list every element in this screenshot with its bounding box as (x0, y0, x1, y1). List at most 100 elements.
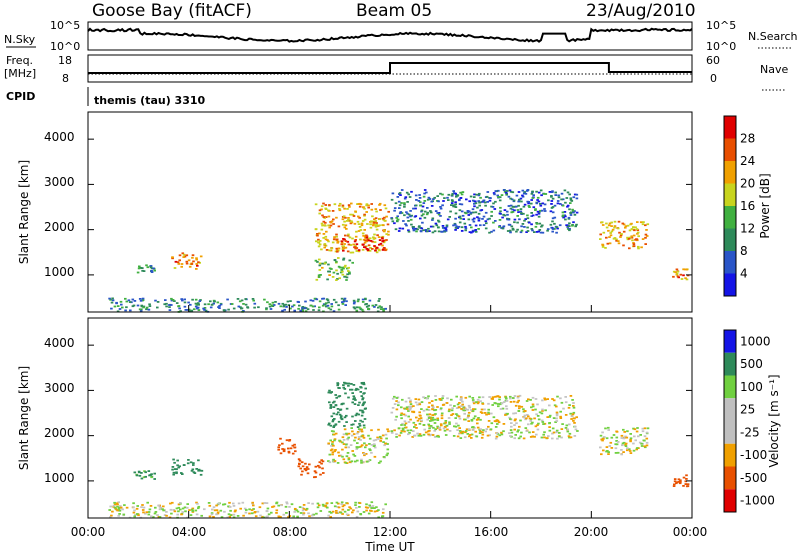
power-range-gate-cell (457, 225, 461, 228)
velocity-range-gate-cell (116, 505, 119, 508)
power-range-gate-cell (359, 238, 362, 241)
velocity-range-gate-cell (504, 396, 508, 399)
velocity-range-gate-cell (450, 414, 453, 416)
velocity-range-gate-cell (395, 400, 398, 402)
power-range-gate-cell (477, 194, 481, 197)
power-range-gate-cell (426, 211, 430, 214)
power-range-gate-cell (150, 269, 153, 272)
power-range-gate-cell (536, 199, 539, 201)
power-range-gate-cell (195, 257, 198, 260)
power-range-gate-cell (417, 226, 421, 228)
velocity-range-gate-cell (520, 431, 523, 434)
power-range-gate-cell (418, 194, 421, 196)
velocity-range-gate-cell (343, 388, 347, 390)
power-range-gate-cell (644, 233, 648, 236)
power-ylabel: Slant Range [km] (17, 160, 31, 264)
power-range-gate-cell (382, 308, 386, 311)
power-range-gate-cell (675, 268, 679, 271)
noise-sky-trace (87, 27, 693, 43)
velocity-range-gate-cell (377, 516, 380, 519)
power-range-gate-cell (344, 224, 348, 227)
velocity-feature-2 (108, 501, 387, 519)
velocity-range-gate-cell (385, 437, 388, 440)
power-range-gate-cell (326, 239, 329, 241)
velocity-range-gate-cell (375, 506, 378, 509)
velocity-range-gate-cell (516, 396, 520, 399)
power-range-gate-cell (113, 305, 117, 308)
velocity-range-gate-cell (356, 431, 360, 433)
velocity-range-gate-cell (402, 413, 406, 416)
velocity-range-gate-cell (360, 395, 364, 397)
velocity-range-gate-cell (277, 446, 280, 449)
velocity-range-gate-cell (425, 397, 429, 400)
power-range-gate-cell (356, 220, 360, 223)
velocity-range-gate-cell (117, 514, 120, 517)
velocity-range-gate-cell (390, 430, 394, 433)
power-range-gate-cell (490, 215, 493, 217)
velocity-range-gate-cell (295, 509, 299, 512)
velocity-range-gate-cell (466, 433, 470, 435)
velocity-range-gate-cell (431, 416, 435, 419)
velocity-range-gate-cell (552, 431, 556, 434)
power-range-gate-cell (373, 306, 376, 308)
power-range-gate-cell (361, 298, 365, 301)
velocity-range-gate-cell (244, 511, 248, 514)
velocity-range-gate-cell (427, 417, 431, 419)
velocity-range-gate-cell (361, 404, 365, 407)
velocity-range-gate-cell (333, 400, 336, 403)
velocity-range-gate-cell (424, 431, 428, 434)
power-range-gate-cell (531, 197, 535, 199)
power-range-gate-cell (347, 233, 350, 236)
velocity-range-gate-cell (109, 516, 112, 519)
velocity-range-gate-cell (415, 416, 418, 419)
power-range-gate-cell (468, 231, 472, 233)
velocity-range-gate-cell (564, 414, 568, 416)
velocity-range-gate-cell (404, 426, 408, 429)
velocity-range-gate-cell (329, 407, 332, 409)
velocity-range-gate-cell (237, 502, 241, 505)
velocity-range-gate-cell (612, 434, 616, 436)
velocity-range-gate-cell (547, 435, 550, 437)
power-range-gate-cell (341, 266, 344, 269)
velocity-range-gate-cell (321, 460, 325, 463)
nave-label: Nave (760, 63, 788, 76)
power-range-gate-cell (403, 205, 406, 208)
power-range-gate-cell (566, 204, 570, 207)
velocity-range-gate-cell (339, 454, 343, 457)
velocity-range-gate-cell (509, 418, 512, 420)
velocity-range-gate-cell (116, 503, 119, 506)
velocity-range-gate-cell (542, 433, 545, 436)
power-range-gate-cell (523, 191, 526, 193)
velocity-range-gate-cell (363, 454, 366, 457)
velocity-range-gate-cell (357, 436, 361, 438)
velocity-range-gate-cell (176, 459, 179, 462)
power-range-gate-cell (451, 200, 454, 203)
velocity-range-gate-cell (354, 436, 357, 439)
power-range-gate-cell (458, 199, 461, 202)
velocity-range-gate-cell (525, 430, 529, 432)
velocity-range-gate-cell (191, 507, 195, 510)
power-range-gate-cell (685, 278, 689, 281)
power-range-gate-cell (541, 209, 544, 212)
velocity-range-gate-cell (572, 402, 575, 404)
velocity-range-gate-cell (347, 458, 351, 461)
power-range-gate-cell (515, 194, 519, 197)
velocity-range-gate-cell (570, 418, 573, 420)
power-range-gate-cell (244, 298, 247, 300)
colorbar-swatch (724, 466, 736, 490)
power-range-gate-cell (445, 224, 449, 227)
power-range-gate-cell (343, 299, 346, 301)
velocity-range-gate-cell (572, 411, 576, 414)
power-range-gate-cell (353, 222, 357, 225)
power-range-gate-cell (355, 250, 359, 252)
velocity-range-gate-cell (685, 474, 688, 477)
velocity-range-gate-cell (405, 406, 409, 409)
velocity-range-gate-cell (426, 418, 429, 421)
velocity-range-gate-cell (506, 412, 509, 415)
power-range-gate-cell (185, 254, 189, 257)
power-range-gate-cell (310, 304, 313, 307)
power-range-gate-cell (452, 224, 455, 227)
power-range-gate-cell (454, 217, 457, 220)
power-range-gate-cell (347, 218, 350, 221)
power-range-gate-cell (469, 211, 473, 214)
